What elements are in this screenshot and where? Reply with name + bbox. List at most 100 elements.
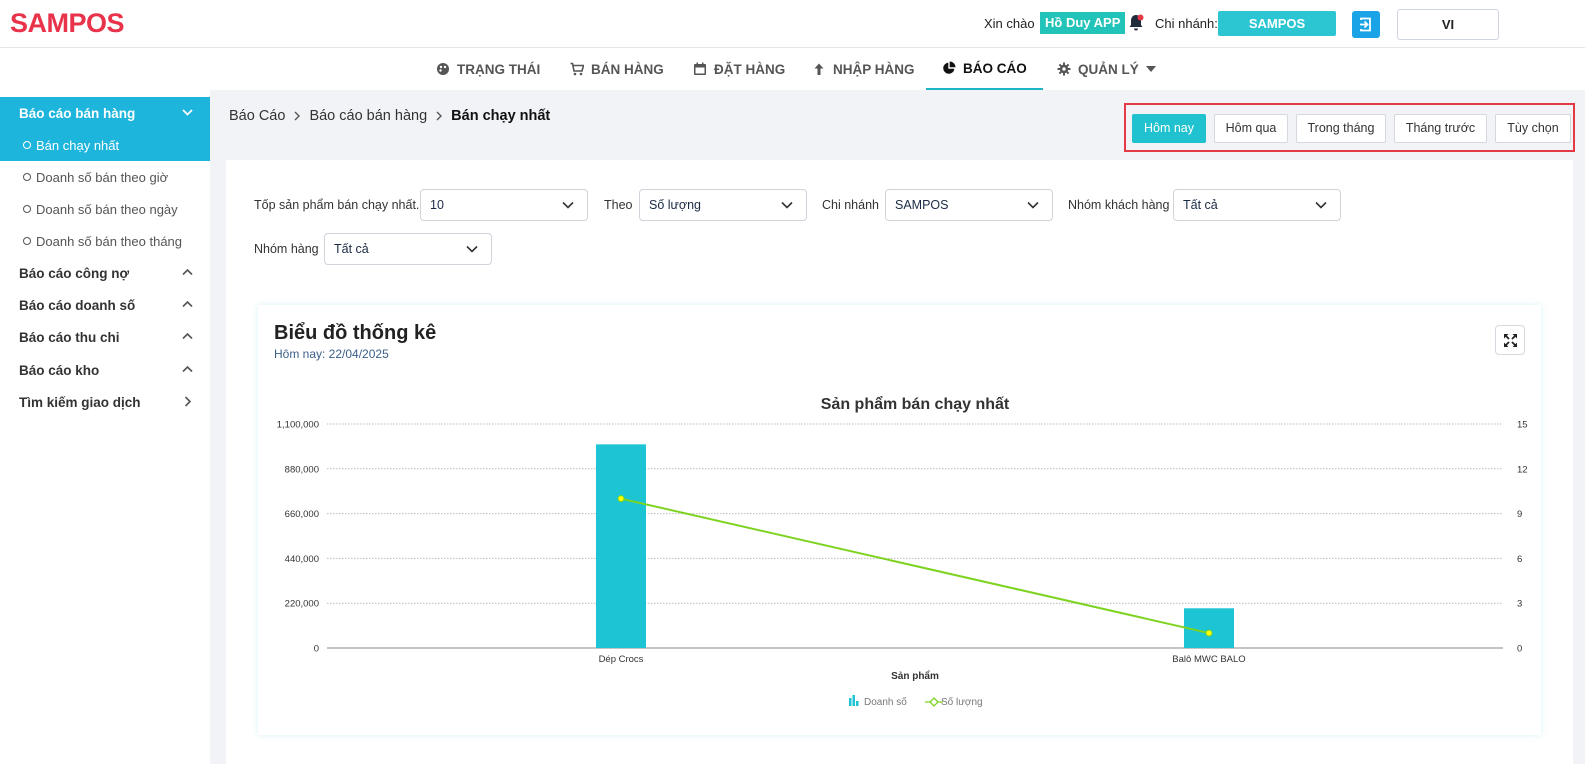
bell-icon[interactable] [1128,14,1144,32]
top-products-label: Tốp sản phẩm bán chạy nhất. [254,198,420,212]
logo[interactable]: SAMPOS [10,8,125,38]
nav-item-ban-hang[interactable]: BÁN HÀNG [570,48,664,90]
chevron-down-icon [562,201,574,209]
caret-down-icon [1145,66,1156,72]
gear-icon [1057,62,1071,76]
sidebar-item-label: Doanh số bán theo ngày [36,201,178,217]
chevron-down-icon [1027,201,1039,209]
user-name-badge[interactable]: Hồ Duy APP [1040,12,1126,34]
fullscreen-button[interactable] [1495,325,1525,355]
nav-label: BÁO CÁO [963,60,1027,76]
logout-button[interactable] [1352,11,1380,38]
nav-item-nhap-hang[interactable]: NHẬP HÀNG [812,48,915,90]
circle-icon [23,173,31,181]
nav-item-bao-cao[interactable]: BÁO CÁO [926,48,1043,90]
chevron-down-icon [1315,201,1327,209]
bar[interactable] [596,444,646,648]
sidebar-item-label: Doanh số bán theo tháng [36,233,183,249]
circle-icon [23,141,31,149]
select-value: Số lượng [649,198,702,212]
breadcrumb: Báo Cáo Báo cáo bán hàng Bán chạy nhất [229,108,550,124]
chart-gridlines [327,423,1503,649]
line-point[interactable] [1205,629,1213,637]
language-button[interactable]: VI [1397,9,1499,40]
circle-icon [23,237,31,245]
chart-title: Sản phẩm bán chạy nhất [821,395,1010,413]
arrow-up-icon [814,63,824,75]
nav-item-trang-thai[interactable]: TRẠNG THÁI [436,48,540,90]
sidebar-group-kho[interactable]: Báo cáo kho [0,354,210,386]
bar-chart-icon-part [852,695,855,706]
sidebar-item-doanh-so-ngay[interactable]: Doanh số bán theo ngày [0,193,210,225]
breadcrumb-item[interactable]: Báo cáo bán hàng [309,108,428,124]
legend-item-so-luong[interactable]: Số lượng [925,696,983,708]
chevron-up-icon [182,332,193,340]
y-left-tick-label: 0 [314,644,319,655]
sidebar-item-ban-chay-nhat[interactable]: Bán chạy nhất [0,129,210,161]
branch-select[interactable]: SAMPOS [885,189,1053,221]
y-left-tick-label: 880,000 [285,464,319,475]
period-selector: Hôm nay Hôm qua Trong tháng Tháng trước … [1124,103,1575,152]
branch-label: Chi nhánh: [1155,16,1218,31]
nav-label: ĐẶT HÀNG [714,61,786,77]
top-products-select[interactable]: 10 [420,189,588,221]
y-right-tick-label: 0 [1517,644,1522,655]
sidebar-item-doanh-so-thang[interactable]: Doanh số bán theo tháng [0,225,210,257]
y-right-tick-label: 3 [1517,599,1522,610]
legend-item-doanh-so[interactable]: Doanh số [849,695,907,708]
breadcrumb-current: Bán chạy nhất [451,108,551,124]
sidebar-group-cong-no[interactable]: Báo cáo công nợ [0,257,210,289]
period-last-month-button[interactable]: Tháng trước [1394,114,1487,143]
select-value: 10 [430,198,444,212]
nav-item-quan-ly[interactable]: QUẢN LÝ [1057,48,1156,90]
bar-chart-icon [849,698,852,706]
period-yesterday-button[interactable]: Hôm qua [1214,114,1288,143]
palette-icon [437,63,449,75]
logout-icon [1360,17,1371,32]
customer-group-label: Nhóm khách hàng [1068,198,1170,212]
sidebar-group-thu-chi[interactable]: Báo cáo thu chi [0,321,210,353]
chart-legend: Doanh số Số lượng [849,695,983,708]
period-today-button[interactable]: Hôm nay [1132,114,1206,143]
bar[interactable] [1184,608,1234,648]
chevron-right-icon [294,111,301,121]
chevron-up-icon [182,365,193,373]
top-bar: SAMPOS Xin chào Hồ Duy APP Chi nhánh: SA… [0,0,1585,48]
main-nav: TRẠNG THÁI BÁN HÀNG ĐẶT HÀNG NHẬP HÀNG B… [0,48,1585,90]
period-custom-button[interactable]: Tùy chọn [1495,114,1571,143]
by-select[interactable]: Số lượng [639,189,807,221]
product-group-select[interactable]: Tất cả [324,233,492,265]
y-left-tick-label: 220,000 [285,599,319,610]
chevron-down-icon [466,245,478,253]
branch-filter-label: Chi nhánh [822,198,879,212]
nav-label: TRẠNG THÁI [457,61,541,77]
sidebar-group-doanh-so[interactable]: Báo cáo doanh số [0,289,210,321]
chevron-down-icon [182,109,193,116]
y-right-tick-label: 6 [1517,554,1522,565]
sidebar-group-label: Báo cáo công nợ [19,265,130,281]
select-value: SAMPOS [895,198,949,212]
x-tick-label: Balô MWC BALO [1172,654,1245,665]
chart-card-subtitle: Hôm nay: 22/04/2025 [274,347,389,361]
series-line [620,497,1210,635]
sidebar-group-label: Báo cáo bán hàng [19,105,136,121]
y-right-tick-label: 15 [1517,420,1528,431]
sidebar-item-doanh-so-gio[interactable]: Doanh số bán theo giờ [0,161,210,193]
line-point[interactable] [617,495,625,503]
product-group-label: Nhóm hàng [254,242,319,256]
breadcrumb-item[interactable]: Báo Cáo [229,108,286,124]
period-this-month-button[interactable]: Trong tháng [1296,114,1386,143]
sidebar-group-tim-kiem[interactable]: Tìm kiếm giao dịch [0,386,210,418]
sidebar-item-label: Bán chạy nhất [36,137,120,153]
y-right-tick-label: 9 [1517,509,1522,520]
customer-group-select[interactable]: Tất cả [1173,189,1341,221]
calendar-icon [694,62,706,75]
greeting-text: Xin chào [984,16,1035,31]
chart-labels: 0 0 220,000 3 440,000 6 660,000 9 880,000 12 1,100… [277,420,1528,666]
nav-item-dat-hang[interactable]: ĐẶT HÀNG [693,48,785,90]
branch-button[interactable]: SAMPOS [1218,11,1336,36]
legend-label: Số lượng [941,696,983,708]
by-label: Theo [604,198,633,212]
sidebar-group-ban-hang[interactable]: Báo cáo bán hàng [0,97,210,129]
